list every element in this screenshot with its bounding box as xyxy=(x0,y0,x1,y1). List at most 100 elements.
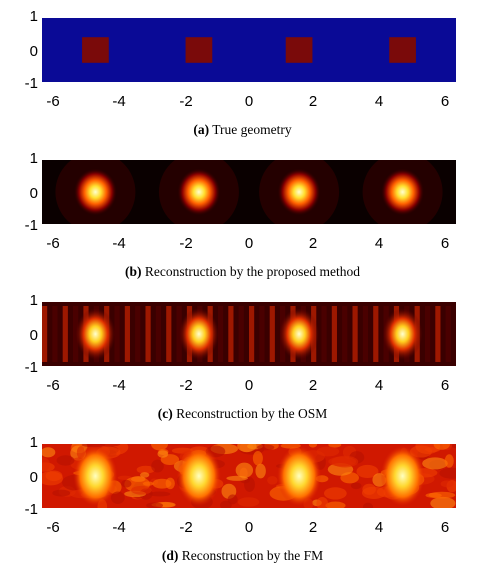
artifact-stripe xyxy=(114,306,120,362)
speckle xyxy=(146,502,163,508)
proposed-method-svg xyxy=(42,160,456,224)
artifact-stripe xyxy=(362,306,369,362)
x-tick-neg4: -4 xyxy=(112,377,126,394)
speckle xyxy=(52,489,71,497)
artifact-stripe xyxy=(145,306,151,362)
x-tick-6: 6 xyxy=(440,235,450,252)
y-tick-neg1: -1 xyxy=(24,217,38,234)
artifact-stripe xyxy=(435,306,441,362)
speckle xyxy=(45,470,63,482)
peak-blob xyxy=(277,168,322,216)
peak-blob xyxy=(178,308,219,360)
osm-heatmap xyxy=(42,302,456,366)
artifact-stripe xyxy=(228,306,234,362)
peak-blob xyxy=(279,308,320,360)
speckle xyxy=(121,479,132,488)
caption-c: (c) Reconstruction by the OSM xyxy=(0,406,485,422)
x-tick-neg6: -6 xyxy=(46,93,60,110)
peak-blob xyxy=(277,446,322,506)
x-tick-neg2: -2 xyxy=(179,377,193,394)
peak-blob xyxy=(380,446,425,506)
inclusion-square xyxy=(185,37,213,63)
artifact-stripe xyxy=(342,306,348,362)
speckle xyxy=(428,491,456,499)
speckle xyxy=(150,444,169,451)
peak-blob xyxy=(176,168,221,216)
caption-tag: (d) xyxy=(161,548,179,563)
artifact-stripe xyxy=(259,306,265,362)
x-tick-neg4: -4 xyxy=(112,235,126,252)
speckle xyxy=(56,455,75,466)
speckle xyxy=(325,501,346,508)
speckle xyxy=(139,472,150,478)
speckle xyxy=(267,475,278,485)
speckle xyxy=(252,451,263,466)
speckle xyxy=(42,457,50,472)
x-tick-6: 6 xyxy=(440,377,450,394)
speckle xyxy=(142,481,154,486)
speckle xyxy=(81,444,106,448)
artifact-stripe xyxy=(166,306,172,362)
x-tick-neg2: -2 xyxy=(179,93,193,110)
y-tick-0: 0 xyxy=(29,185,38,202)
speckle xyxy=(237,497,260,507)
true-geometry-plot xyxy=(42,18,456,82)
peak-blob xyxy=(75,308,116,360)
inclusion-square xyxy=(389,37,416,63)
speckle xyxy=(444,454,454,468)
artifact-stripe xyxy=(331,306,337,362)
x-tick-neg4: -4 xyxy=(112,519,126,536)
y-tick-1: 1 xyxy=(29,150,38,167)
x-tick-neg6: -6 xyxy=(46,519,60,536)
x-tick-2: 2 xyxy=(308,519,318,536)
x-tick-neg6: -6 xyxy=(46,235,60,252)
speckle xyxy=(316,496,329,508)
speckle xyxy=(257,444,275,451)
osm-svg xyxy=(42,302,456,366)
x-tick-0: 0 xyxy=(244,519,254,536)
speckle xyxy=(110,491,125,504)
x-tick-0: 0 xyxy=(244,235,254,252)
x-tick-6: 6 xyxy=(440,519,450,536)
peak-blob xyxy=(380,168,425,216)
speckle xyxy=(350,482,362,490)
speckle xyxy=(356,464,379,479)
x-tick-neg2: -2 xyxy=(179,519,193,536)
x-tick-0: 0 xyxy=(244,377,254,394)
speckle xyxy=(362,502,374,508)
peak-blob xyxy=(382,308,423,360)
x-tick-neg6: -6 xyxy=(46,377,60,394)
fm-svg xyxy=(42,444,456,508)
fm-heatmap xyxy=(42,444,456,508)
y-tick-0: 0 xyxy=(29,43,38,60)
x-tick-4: 4 xyxy=(374,235,384,252)
caption-text: Reconstruction by the FM xyxy=(181,548,324,563)
artifact-stripe xyxy=(424,306,431,362)
x-tick-2: 2 xyxy=(308,235,318,252)
speckle xyxy=(422,457,448,470)
speckle xyxy=(227,494,238,505)
artifact-stripe xyxy=(352,306,358,362)
x-tick-4: 4 xyxy=(374,93,384,110)
speckle xyxy=(430,496,456,508)
artifact-stripe xyxy=(373,306,379,362)
artifact-stripe xyxy=(124,306,130,362)
caption-text: Reconstruction by the OSM xyxy=(176,406,328,421)
speckle xyxy=(316,446,340,457)
speckle xyxy=(149,491,171,497)
y-tick-neg1: -1 xyxy=(24,501,38,518)
inclusion-square xyxy=(285,37,313,63)
speckle xyxy=(433,444,450,450)
x-tick-6: 6 xyxy=(440,93,450,110)
artifact-stripe xyxy=(52,306,58,362)
x-tick-neg2: -2 xyxy=(179,235,193,252)
artifact-stripe xyxy=(42,306,48,362)
proposed-method-heatmap xyxy=(42,160,456,224)
artifact-stripe xyxy=(155,306,162,362)
artifact-stripe xyxy=(269,306,275,362)
speckle xyxy=(157,450,169,458)
x-tick-neg4: -4 xyxy=(112,93,126,110)
inclusion-square xyxy=(82,37,109,63)
speckle xyxy=(328,456,357,467)
speckle xyxy=(131,485,152,495)
